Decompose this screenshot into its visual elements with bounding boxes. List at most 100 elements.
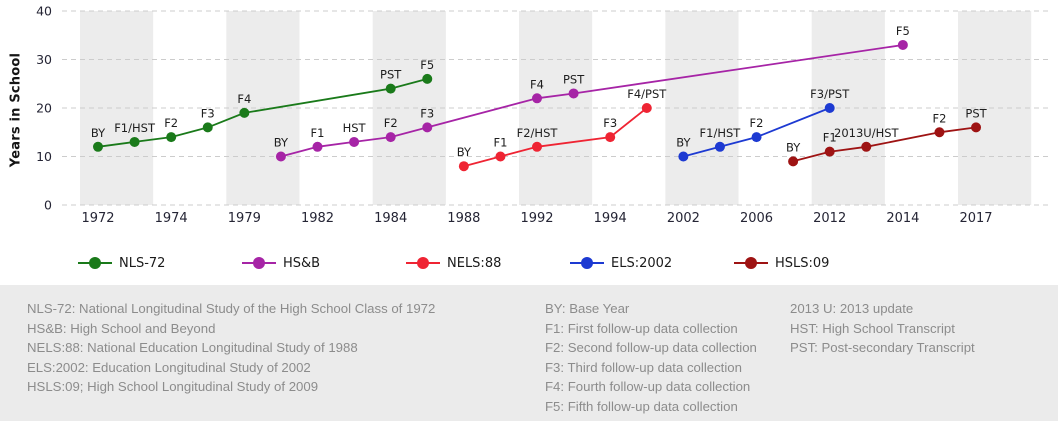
legend-marker-icon bbox=[242, 257, 276, 269]
x-tick-label: 2002 bbox=[667, 211, 700, 226]
y-tick-label: 40 bbox=[36, 4, 52, 19]
notes-column-followups: BY: Base Year F1: First follow-up data c… bbox=[545, 299, 757, 416]
x-tick-label: 1994 bbox=[594, 211, 627, 226]
data-point-NLS-72-BY bbox=[93, 141, 103, 152]
data-point-HS&B-F3 bbox=[422, 122, 433, 133]
point-label: PST bbox=[380, 68, 402, 82]
point-label: F4 bbox=[237, 92, 251, 106]
legend-item-nels88: NELS:88 bbox=[406, 256, 570, 271]
point-label: F3 bbox=[603, 116, 617, 130]
point-label: F4/PST bbox=[627, 87, 667, 101]
x-tick-label: 1982 bbox=[301, 211, 334, 226]
point-label: F1 bbox=[823, 131, 837, 145]
point-label: F2 bbox=[750, 116, 764, 130]
data-point-NLS-72-PST bbox=[385, 83, 396, 94]
legend-marker-icon bbox=[78, 257, 112, 269]
x-tick-label: 2006 bbox=[740, 211, 773, 226]
y-tick-label: 20 bbox=[36, 101, 52, 116]
legend-label: HS&B bbox=[283, 255, 321, 271]
point-label: F2 bbox=[164, 116, 178, 130]
data-point-HS&B-F1 bbox=[312, 141, 323, 152]
point-label: F1/HST bbox=[114, 121, 156, 135]
notes-column-transcripts: 2013 U: 2013 update HST: High School Tra… bbox=[790, 299, 975, 358]
data-point-HSLS:09-2013U/HST bbox=[861, 141, 872, 152]
data-point-HSLS:09-F2 bbox=[934, 127, 945, 138]
data-point-NLS-72-F4 bbox=[239, 107, 250, 118]
x-tick-label: 1988 bbox=[447, 211, 480, 226]
notes-panel: NLS-72: National Longitudinal Study of t… bbox=[0, 285, 1058, 421]
note-line: HSLS:09; High School Longitudinal Study … bbox=[27, 379, 319, 394]
note-line: F3: Third follow-up data collection bbox=[545, 359, 742, 375]
legend-label: NELS:88 bbox=[447, 255, 502, 271]
data-point-ELS:2002-F2 bbox=[751, 132, 762, 143]
x-tick-label: 1992 bbox=[520, 211, 553, 226]
point-label: F1 bbox=[493, 136, 507, 150]
point-label: PST bbox=[965, 106, 987, 120]
line-chart-canvas: 0 10 20 30 40 1972 1974 1979 1982 1984 1988 1992 199… bbox=[36, 4, 1050, 226]
data-point-HS&B-F5 bbox=[897, 39, 908, 50]
x-tick-label: 1979 bbox=[228, 211, 261, 226]
point-label: BY bbox=[274, 136, 289, 150]
chart-panel: Years in School 0 10 20 30 40 1972 1974 1979 198… bbox=[9, 4, 1050, 226]
legend-item-hsb: HS&B bbox=[242, 256, 406, 271]
point-label: F1/HST bbox=[700, 126, 742, 140]
point-label: PST bbox=[563, 72, 585, 86]
legend-item-hsls09: HSLS:09 bbox=[734, 256, 829, 271]
point-label: 2013U/HST bbox=[834, 126, 900, 140]
note-line: F2: Second follow-up data collection bbox=[545, 340, 757, 355]
notes-column-studies: NLS-72: National Longitudinal Study of t… bbox=[27, 299, 435, 397]
legend-label: ELS:2002 bbox=[611, 255, 673, 271]
legend-item-nls72: NLS-72 bbox=[78, 256, 242, 271]
point-label: F2 bbox=[384, 116, 398, 130]
note-line: ELS:2002: Education Longitudinal Study o… bbox=[27, 359, 311, 375]
data-point-HS&B-BY bbox=[275, 151, 286, 162]
background-stripe bbox=[519, 11, 593, 205]
data-point-HS&B-HST bbox=[349, 136, 360, 147]
point-label: BY bbox=[786, 140, 801, 154]
point-label: F3/PST bbox=[810, 87, 850, 101]
data-point-NLS-72-F3 bbox=[202, 122, 213, 133]
x-tick-label: 1972 bbox=[81, 211, 114, 226]
data-point-NLS-72-F5 bbox=[422, 73, 433, 84]
note-line: 2013 U: 2013 update bbox=[790, 301, 914, 316]
note-line: F1: First follow-up data collection bbox=[545, 320, 738, 336]
data-point-NELS:88-F3 bbox=[605, 132, 616, 143]
legend-label: NLS-72 bbox=[119, 255, 166, 271]
point-label: F4 bbox=[530, 77, 544, 91]
y-tick-label: 10 bbox=[36, 149, 52, 164]
point-label: F5 bbox=[420, 58, 434, 72]
point-label: BY bbox=[676, 136, 691, 150]
y-tick-label: 0 bbox=[44, 198, 52, 213]
data-point-HS&B-F2 bbox=[385, 132, 396, 143]
data-point-ELS:2002-BY bbox=[678, 151, 689, 162]
data-point-HSLS:09-BY bbox=[788, 156, 799, 167]
data-point-NELS:88-F4/PST bbox=[641, 103, 652, 113]
x-tick-label: 2017 bbox=[959, 211, 992, 226]
series-line-HS&B bbox=[280, 44, 904, 158]
note-line: HST: High School Transcript bbox=[790, 320, 955, 336]
point-label: F3 bbox=[420, 106, 434, 120]
x-tick-label: 2012 bbox=[813, 211, 846, 226]
data-point-ELS:2002-F3/PST bbox=[824, 103, 835, 113]
data-point-HS&B-F4 bbox=[532, 93, 543, 104]
legend-marker-icon bbox=[734, 257, 768, 269]
note-line: F5: Fifth follow-up data collection bbox=[545, 398, 738, 414]
point-label: F2 bbox=[932, 111, 946, 125]
note-line: NLS-72: National Longitudinal Study of t… bbox=[27, 301, 436, 316]
data-point-NELS:88-F1 bbox=[495, 151, 506, 162]
legend-marker-icon bbox=[406, 257, 440, 269]
data-point-NELS:88-F2/HST bbox=[532, 141, 543, 152]
point-label: F5 bbox=[896, 24, 910, 38]
point-label: F2/HST bbox=[517, 126, 559, 140]
y-tick-label: 30 bbox=[36, 52, 52, 67]
point-label: HST bbox=[343, 121, 367, 135]
point-label: BY bbox=[457, 145, 472, 159]
point-label: BY bbox=[91, 126, 106, 140]
note-line: NELS:88: National Education Longitudinal… bbox=[27, 340, 358, 355]
x-tick-label: 2014 bbox=[886, 211, 919, 226]
data-point-HS&B-PST bbox=[568, 88, 579, 99]
note-line: PST: Post-secondary Transcript bbox=[790, 340, 975, 355]
data-point-NELS:88-BY bbox=[458, 161, 469, 172]
data-point-NLS-72-F1/HST bbox=[129, 136, 140, 147]
point-label: F3 bbox=[201, 106, 215, 120]
